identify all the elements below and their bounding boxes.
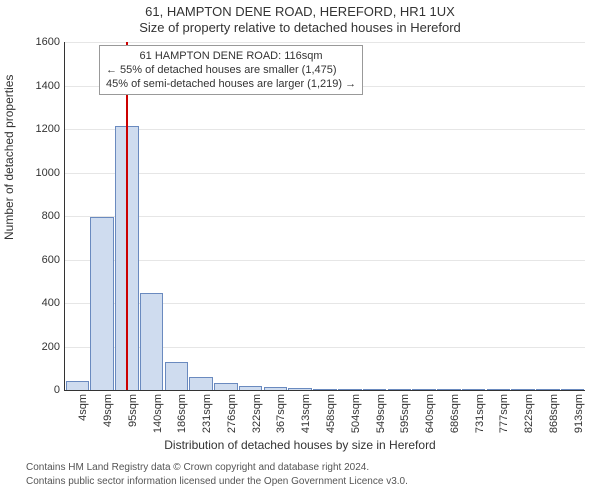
x-tick-label: 49sqm xyxy=(102,394,114,427)
y-tick-label: 1400 xyxy=(20,80,60,92)
title-address: 61, HAMPTON DENE ROAD, HEREFORD, HR1 1UX xyxy=(0,4,600,19)
x-tick-label: 186sqm xyxy=(176,394,188,433)
x-tick-label: 640sqm xyxy=(424,394,436,433)
y-tick-label: 400 xyxy=(20,297,60,309)
x-tick-label: 595sqm xyxy=(399,394,411,433)
y-tick-label: 600 xyxy=(20,254,60,266)
x-tick-label: 322sqm xyxy=(251,394,263,433)
x-tick-label: 822sqm xyxy=(523,394,535,433)
x-tick-label: 4sqm xyxy=(77,394,89,421)
bar xyxy=(462,389,486,390)
x-tick-label: 777sqm xyxy=(498,394,510,433)
x-tick-label: 413sqm xyxy=(300,394,312,433)
x-tick-label: 367sqm xyxy=(275,394,287,433)
bar xyxy=(264,387,288,390)
x-tick-label: 504sqm xyxy=(350,394,362,433)
info-line-3: 45% of semi-detached houses are larger (… xyxy=(106,77,356,91)
grid-line xyxy=(65,260,585,261)
y-tick-label: 0 xyxy=(20,384,60,396)
x-tick-label: 686sqm xyxy=(449,394,461,433)
x-tick-label: 140sqm xyxy=(152,394,164,433)
x-axis-label: Distribution of detached houses by size … xyxy=(0,438,600,452)
bar xyxy=(214,383,238,390)
y-tick-label: 800 xyxy=(20,210,60,222)
bar xyxy=(140,293,164,390)
y-tick-label: 1000 xyxy=(20,167,60,179)
bar xyxy=(90,217,114,390)
grid-line xyxy=(65,216,585,217)
info-box: 61 HAMPTON DENE ROAD: 116sqm ← 55% of de… xyxy=(99,45,363,95)
grid-line xyxy=(65,390,585,391)
bar xyxy=(239,386,263,390)
x-tick-label: 231sqm xyxy=(201,394,213,433)
y-tick-label: 1600 xyxy=(20,36,60,48)
bar xyxy=(313,389,337,390)
x-tick-label: 913sqm xyxy=(573,394,585,433)
x-tick-label: 549sqm xyxy=(375,394,387,433)
bar xyxy=(388,389,412,390)
title-subtitle: Size of property relative to detached ho… xyxy=(0,20,600,35)
bar xyxy=(66,381,90,390)
y-tick-label: 1200 xyxy=(20,123,60,135)
x-tick-label: 868sqm xyxy=(548,394,560,433)
bar xyxy=(437,389,461,390)
chart-area: 61 HAMPTON DENE ROAD: 116sqm ← 55% of de… xyxy=(64,42,584,390)
y-axis-label: Number of detached properties xyxy=(2,75,16,240)
bar xyxy=(165,362,189,390)
bar xyxy=(412,389,436,390)
y-tick-label: 200 xyxy=(20,341,60,353)
x-tick-label: 276sqm xyxy=(226,394,238,433)
x-tick-label: 458sqm xyxy=(325,394,337,433)
grid-line xyxy=(65,129,585,130)
bar xyxy=(288,388,312,390)
bar xyxy=(536,389,560,390)
bar xyxy=(487,389,511,390)
bar xyxy=(189,377,213,390)
bar xyxy=(561,389,585,390)
bar xyxy=(511,389,535,390)
grid-line xyxy=(65,173,585,174)
footer-line-2: Contains public sector information licen… xyxy=(26,476,596,487)
bar xyxy=(363,389,387,390)
x-tick-label: 95sqm xyxy=(127,394,139,427)
footer-line-1: Contains HM Land Registry data © Crown c… xyxy=(26,462,596,473)
bar xyxy=(338,389,362,390)
info-line-2: ← 55% of detached houses are smaller (1,… xyxy=(106,63,356,77)
x-tick-label: 731sqm xyxy=(474,394,486,433)
info-line-1: 61 HAMPTON DENE ROAD: 116sqm xyxy=(106,49,356,63)
grid-line xyxy=(65,42,585,43)
